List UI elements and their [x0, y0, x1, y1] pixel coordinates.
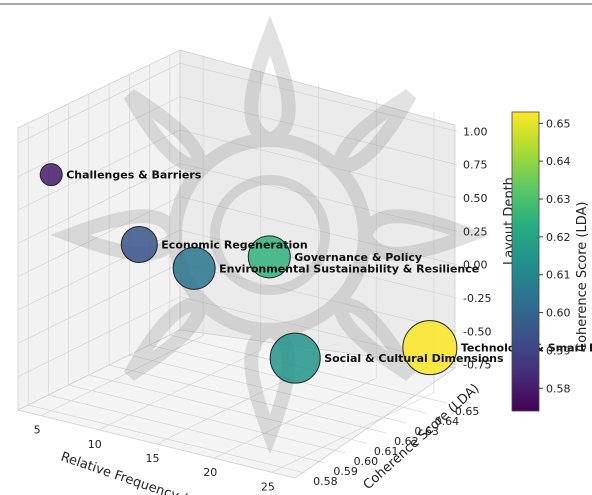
grid-line-z	[17, 163, 458, 244]
x-tick-label: 20	[203, 466, 217, 479]
grid-line-z	[17, 296, 458, 377]
bubble	[402, 320, 458, 376]
floor-pane	[16, 329, 457, 479]
bubble-label: Challenges & Barriers	[66, 169, 202, 182]
colorbar-tick-label: 0.63	[546, 193, 571, 206]
grid-line-z	[17, 96, 458, 177]
bubble-label: Environmental Sustainability & Resilienc…	[219, 262, 479, 275]
y-tick-label: 0.60	[354, 455, 379, 468]
colorbar-gradient	[511, 111, 540, 412]
x-tick-label: 25	[261, 480, 275, 493]
axes-panes	[16, 49, 457, 479]
x-tick-label: 5	[34, 424, 41, 437]
grid-line-y	[48, 115, 326, 464]
z-tick-label: 1.00	[463, 125, 488, 138]
colorbar-tick-label: 0.61	[546, 269, 571, 282]
watermark-ornament	[50, 15, 490, 455]
x-axis-label: Relative Frequency (%)	[59, 450, 206, 495]
grid-line-y	[129, 75, 407, 424]
bubble-label: Governance & Policy	[294, 251, 422, 264]
bubble-label: Economic Regeneration	[161, 239, 307, 252]
z-tick-label: 0.00	[463, 259, 488, 272]
y-axis-ticks: 0.580.590.600.610.620.630.640.65	[313, 405, 479, 488]
grid-line-y	[149, 65, 427, 414]
y-tick-label: 0.59	[333, 465, 358, 478]
grid-line-z	[17, 63, 458, 144]
bubble-labels: Challenges & Barriers Economic Regenerati…	[66, 169, 592, 365]
grid-line-x	[40, 55, 204, 416]
colorbar: 0.58 0.59 0.60 0.61 0.62 0.63 0.64 0.65 Coheren…	[511, 111, 590, 412]
grid-line-x	[214, 98, 377, 459]
grid-line-y	[68, 105, 346, 454]
y-tick-label: 0.58	[313, 475, 338, 488]
colorbar-label: Coherence Score (LDA)	[575, 202, 590, 352]
z-tick-label: -0.25	[463, 292, 491, 305]
z-tick-label: -0.50	[463, 325, 491, 338]
colorbar-tick-label: 0.62	[546, 231, 571, 244]
x-tick-label: 15	[146, 452, 160, 465]
grid-line-x	[271, 112, 435, 473]
bubble	[39, 163, 63, 187]
grid-line-x	[98, 69, 262, 431]
z-tick-label: 0.50	[463, 192, 488, 205]
y-tick-label: 0.61	[374, 445, 399, 458]
grid-line-y	[88, 95, 366, 444]
grid-line-z	[17, 196, 458, 277]
z-tick-label: 0.75	[463, 159, 488, 172]
grid-line-y	[169, 55, 447, 404]
y-tick-label: 0.62	[394, 435, 419, 448]
x-axis-ticks: 5 10 15 20 25	[34, 424, 275, 494]
z-tick-label: -0.75	[463, 359, 491, 372]
bubble-label: Social & Cultural Dimensions	[324, 352, 504, 365]
y-tick-label: 0.63	[414, 425, 439, 438]
grid-line-y	[27, 125, 306, 474]
colorbar-ticks: 0.58 0.59 0.60 0.61 0.62 0.63 0.64 0.65	[539, 117, 571, 395]
bubble	[172, 246, 216, 290]
grid-line-y	[108, 85, 387, 434]
grid-line-z	[17, 229, 458, 311]
bubble	[269, 332, 321, 384]
colorbar-tick-label: 0.65	[546, 117, 571, 130]
colorbar-tick-label: 0.58	[546, 382, 571, 395]
bubble	[247, 235, 291, 279]
bubble	[120, 226, 158, 263]
colorbar-tick-label: 0.64	[546, 155, 571, 168]
y-tick-label: 0.64	[435, 415, 460, 428]
z-axis-ticks: -0.75 -0.50 -0.25 0.00 0.25 0.50 0.75 1.00	[463, 125, 491, 371]
z-tick-label: 0.25	[463, 225, 488, 238]
colorbar-tick-label: 0.59	[546, 344, 571, 357]
grid-line-z	[17, 129, 458, 211]
x-tick-label: 10	[88, 438, 102, 451]
colorbar-tick-label: 0.60	[546, 307, 571, 320]
y-tick-label: 0.65	[455, 405, 480, 418]
bubble-series	[39, 163, 458, 384]
